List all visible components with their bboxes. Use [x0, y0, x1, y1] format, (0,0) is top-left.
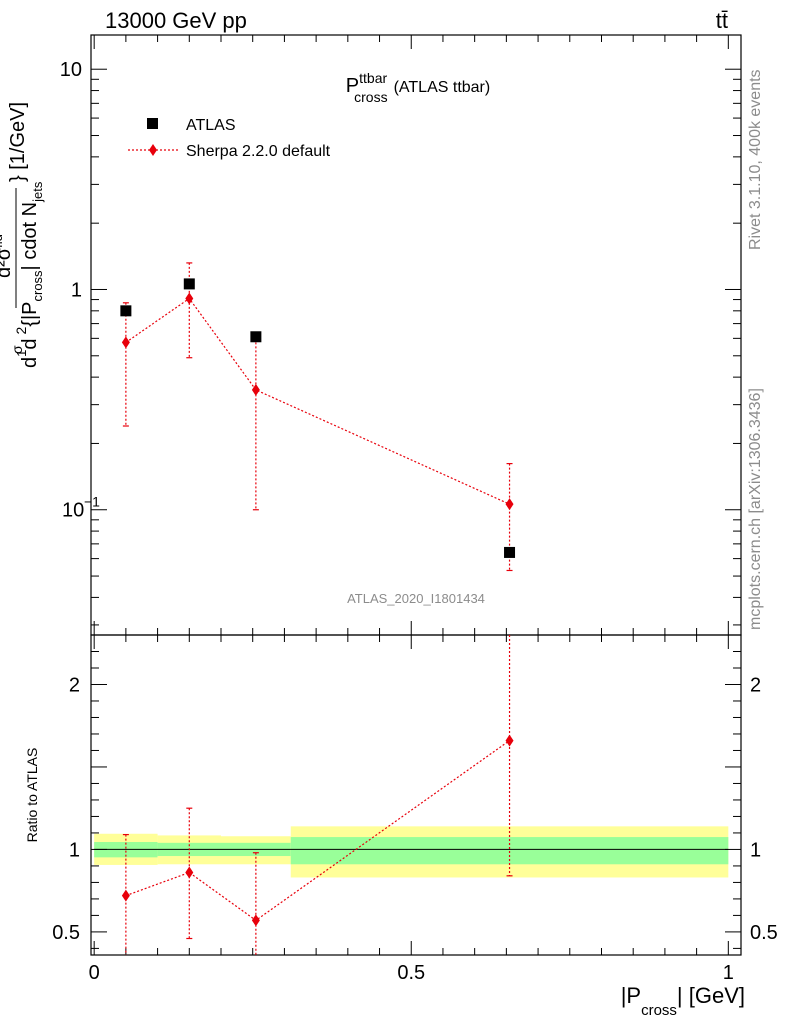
ylabel-sigma: σ	[9, 345, 25, 354]
sherpa-point	[185, 292, 194, 305]
x-tick-label: 0.5	[397, 962, 425, 984]
analysis-watermark: ATLAS_2020_I1801434	[347, 591, 485, 606]
legend-sherpa-label: Sherpa 2.2.0 default	[186, 143, 331, 160]
atlas-series	[120, 278, 516, 558]
plot-title: Pttbar cross (ATLAS ttbar)	[346, 70, 490, 105]
sherpa-point	[505, 498, 514, 511]
ratio-sherpa-point	[505, 734, 514, 747]
legend-atlas-label: ATLAS	[186, 117, 236, 134]
ylabel-top-group: d²σfid	[0, 234, 15, 278]
ylabel-bottom: {|P	[19, 302, 41, 327]
ylabel-sup-two: 2	[13, 327, 29, 335]
ylabel-frac-prefix: d	[19, 357, 41, 368]
ylabel-bottom-sub2: jets	[30, 181, 45, 203]
sherpa-series	[121, 262, 514, 572]
energy-label: 13000 GeV pp	[105, 8, 247, 33]
main-x-ticks	[93, 35, 729, 635]
ratio-tick-label-right: 1	[750, 839, 761, 861]
ratio-tick-label-left: 1	[69, 839, 80, 861]
sherpa-line	[125, 297, 510, 505]
xlabel-sub: cross	[641, 1002, 677, 1019]
legend: ATLAS Sherpa 2.2.0 default	[128, 117, 331, 160]
sherpa-point	[251, 383, 260, 396]
main-tick-label-exponent: −1	[84, 494, 100, 510]
ratio-panel: 0.5 0.51 12 2 0 0.5 1	[52, 634, 778, 984]
ratio-sherpa-series	[121, 635, 514, 955]
ylabel-right: } [1/GeV]	[7, 102, 29, 182]
ratio-sherpa-line	[125, 740, 510, 922]
ratio-frame	[90, 634, 742, 956]
x-tick-label: 1	[723, 962, 734, 984]
atlas-point	[504, 546, 516, 558]
atlas-point	[250, 331, 262, 343]
ylabel-bottom-group: d1d 2{|Pcross| cdot Njets	[13, 181, 45, 368]
mcplots-label: mcplots.cern.ch [arXiv:1306.3436]	[747, 388, 764, 630]
sherpa-point	[121, 336, 130, 349]
ratio-tick-label-right: 2	[750, 674, 761, 696]
ylabel-frac-one: 1	[14, 350, 29, 357]
title-main: P	[346, 75, 359, 97]
main-minor-ticks	[91, 78, 741, 626]
ratio-sherpa-point	[185, 866, 194, 879]
ylabel-bottom-rest: | cdot N	[19, 202, 41, 271]
ratio-x-ticks: 0 0.5 1	[89, 635, 734, 984]
atlas-point	[120, 305, 132, 317]
ratio-sherpa-point	[121, 889, 130, 902]
title-sup: ttbar	[359, 70, 387, 86]
ratio-tick-label-right: 0.5	[750, 922, 778, 944]
rivet-label: Rivet 3.1.10, 400k events	[747, 69, 764, 250]
ylabel-d: d	[19, 339, 41, 350]
title-rest: (ATLAS ttbar)	[394, 79, 491, 96]
ylabel-top-sup: fid	[0, 234, 5, 248]
title-sub: cross	[354, 89, 387, 105]
xlabel-pre: |P	[621, 983, 641, 1008]
ylabel-bottom-sub: cross	[30, 270, 45, 302]
x-tick-label: 0	[89, 962, 100, 984]
ratio-ticks: 0.5 0.5 1 1 2 2	[52, 650, 778, 949]
ratio-tick-label-left: 0.5	[52, 922, 80, 944]
ratio-tick-label-left: 2	[69, 674, 80, 696]
atlas-point	[183, 278, 195, 290]
legend-sherpa-marker	[149, 144, 157, 156]
legend-atlas-marker	[147, 118, 158, 129]
process-label: tt̄	[716, 8, 728, 33]
xlabel-post: | [GeV]	[677, 983, 745, 1008]
ylabel-top: d²σ	[0, 247, 15, 278]
main-tick-label: 1	[71, 279, 82, 301]
main-tick-label: 10	[62, 500, 84, 522]
x-axis-label: |Pcross| [GeV]	[621, 983, 745, 1019]
ratio-sherpa-point	[251, 914, 260, 927]
main-tick-label: 10	[60, 59, 82, 81]
y-axis-label: d1d 2{|Pcross| cdot Njets d²σfid } [1/GeV…	[0, 102, 45, 368]
ratio-y-label: Ratio to ATLAS	[24, 748, 40, 843]
